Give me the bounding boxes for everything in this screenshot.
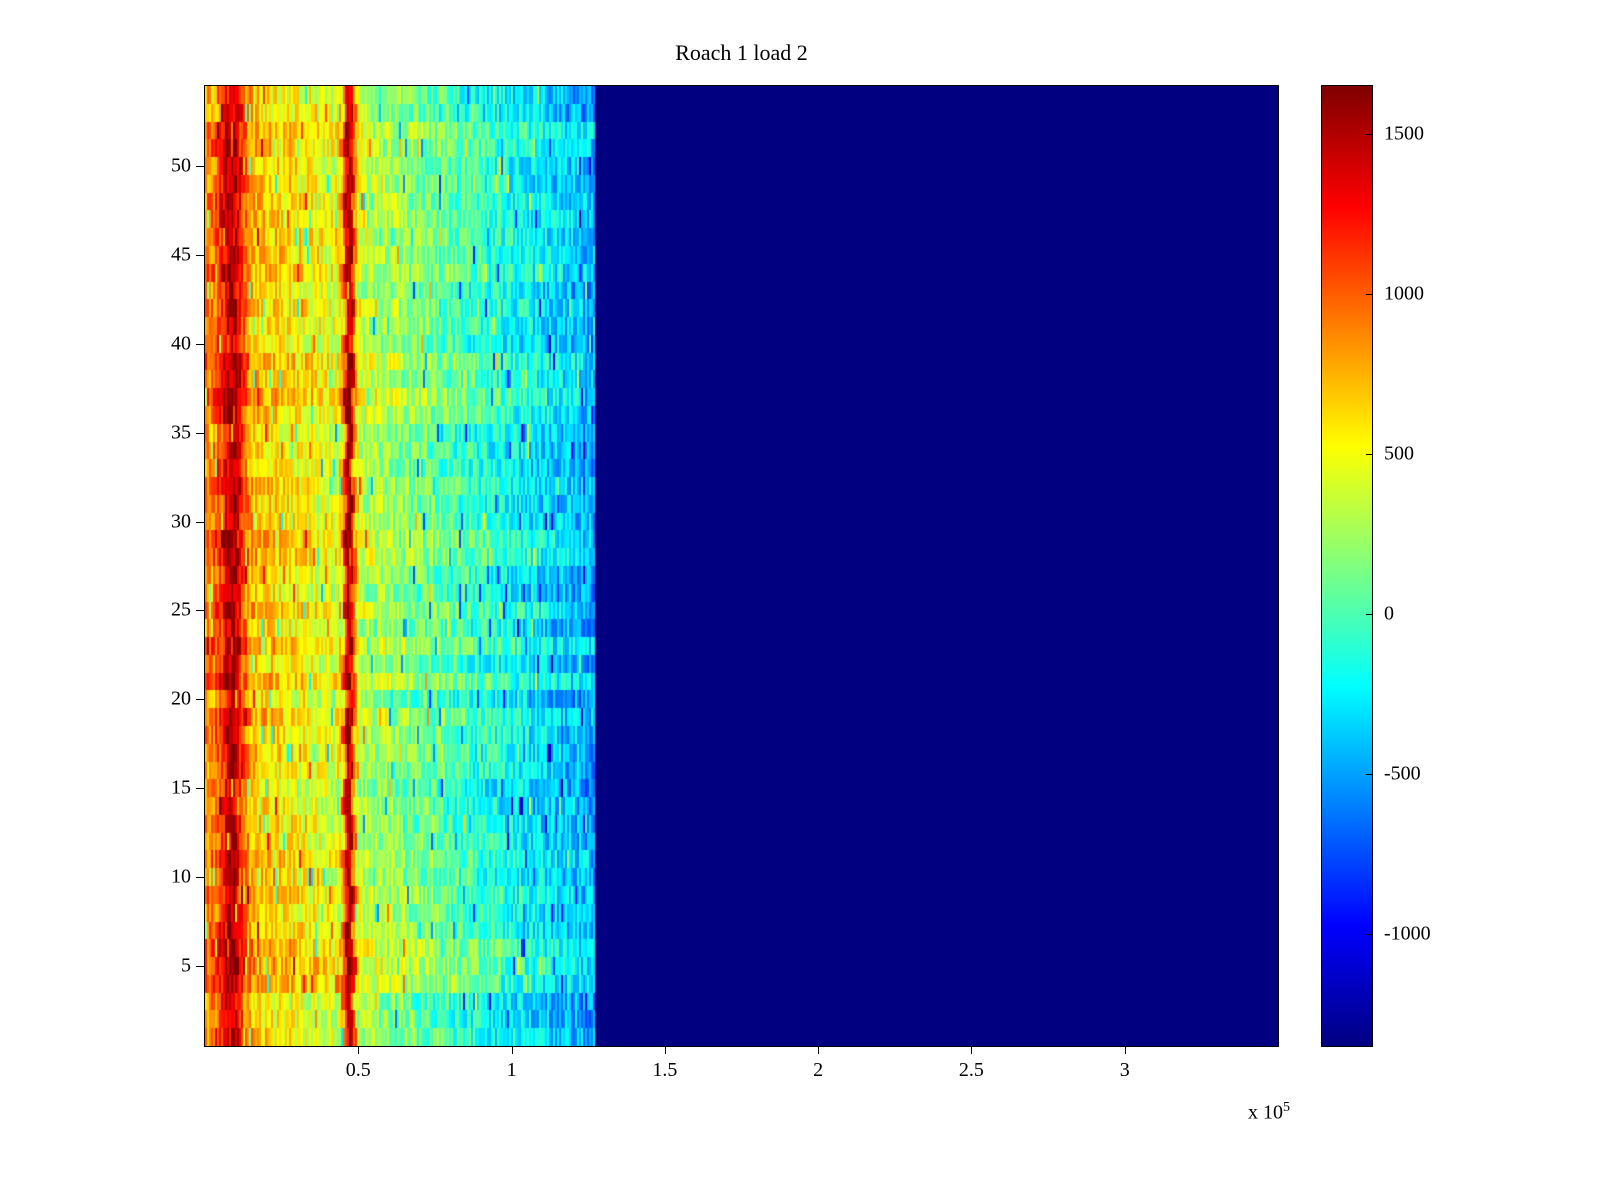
y-tick-mark (196, 966, 204, 967)
y-tick-mark (196, 166, 204, 167)
x-tick-label: 1 (506, 1059, 517, 1081)
y-tick-label: 10 (171, 865, 191, 888)
colorbar-tick-label: 0 (1384, 602, 1394, 625)
colorbar-tick-mark (1366, 614, 1372, 615)
x-tick-mark (971, 1047, 973, 1054)
colorbar-tick-label: 1500 (1384, 122, 1424, 145)
x-tick-mark (664, 1047, 666, 1054)
colorbar-tick-label: -1000 (1384, 922, 1431, 945)
colorbar-tick-label: 1000 (1384, 282, 1424, 305)
chart-title: Roach 1 load 2 (675, 40, 808, 65)
y-tick-label: 20 (171, 687, 191, 710)
y-tick-label: 45 (171, 243, 191, 266)
x-tick-label: 2.5 (958, 1059, 984, 1081)
heatmap-canvas (205, 86, 1278, 1046)
y-tick-label: 5 (181, 954, 191, 977)
colorbar-tick-mark (1366, 454, 1372, 455)
y-tick-label: 25 (171, 598, 191, 621)
x-tick-label: 0.5 (345, 1059, 371, 1081)
y-tick-mark (196, 343, 204, 345)
x-axis-exponent-label: x 105 (1170, 1100, 1290, 1125)
x-tick-label: 3 (1119, 1059, 1130, 1081)
colorbar-tick-label: 500 (1384, 442, 1414, 465)
x-tick-mark (818, 1047, 820, 1054)
y-tick-mark (196, 788, 204, 790)
y-tick-mark (196, 521, 204, 523)
y-tick-mark (196, 699, 204, 701)
x-tick-label: 2 (813, 1059, 824, 1081)
y-tick-label: 15 (171, 776, 191, 799)
x-tick-mark (511, 1047, 513, 1054)
colorbar-tick-mark (1366, 774, 1372, 775)
x-tick-label: 1.5 (652, 1059, 678, 1081)
y-tick-mark (196, 254, 204, 256)
colorbar-canvas (1322, 86, 1372, 1046)
x-axis-exponent-sup: 5 (1283, 1100, 1290, 1115)
x-tick-mark (1124, 1047, 1126, 1054)
y-tick-mark (196, 877, 204, 879)
x-axis-exponent-base: x 10 (1248, 1101, 1283, 1124)
x-tick-mark (358, 1047, 360, 1054)
y-tick-label: 40 (171, 332, 191, 355)
colorbar-tick-mark (1366, 294, 1372, 295)
colorbar-tick-mark (1366, 934, 1372, 935)
y-tick-mark (196, 432, 204, 434)
y-tick-label: 50 (171, 154, 191, 177)
y-tick-mark (196, 610, 204, 612)
colorbar-tick-label: -500 (1384, 762, 1421, 785)
colorbar-tick-mark (1366, 134, 1372, 135)
y-tick-label: 35 (171, 421, 191, 444)
y-tick-label: 30 (171, 510, 191, 533)
